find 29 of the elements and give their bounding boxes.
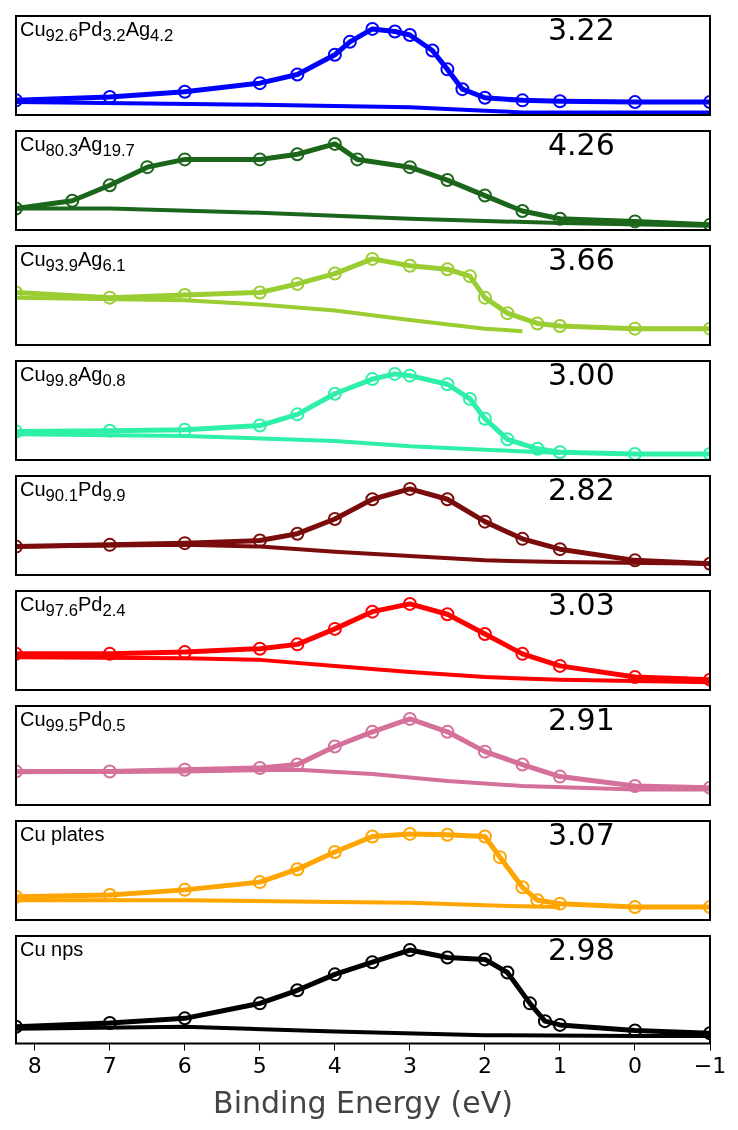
- annotation: Cu plates: [20, 823, 105, 846]
- annotation: 2.91: [548, 702, 615, 737]
- annotation: Cu$_{80.3}$Ag$_{19.7}$: [20, 133, 135, 161]
- x-tick-label: 7: [102, 1052, 117, 1078]
- annotation: Cu$_{92.6}$Pd$_{3.2}$Ag$_{4.2}$: [20, 18, 174, 46]
- annotation: 3.03: [548, 587, 615, 622]
- x-tick-label: 5: [252, 1052, 267, 1078]
- x-tick-label: 3: [402, 1052, 417, 1078]
- x-tick-label: 8: [27, 1052, 42, 1078]
- annotation: 2.82: [548, 472, 615, 507]
- annotation: Cu$_{99.5}$Pd$_{0.5}$: [20, 708, 126, 736]
- annotation: Cu$_{99.8}$Ag$_{0.8}$: [20, 363, 126, 391]
- x-tick-label: 6: [177, 1052, 192, 1078]
- x-tick-label: −1: [693, 1052, 727, 1078]
- x-tick-label: 4: [327, 1052, 342, 1078]
- x-tick-label: 2: [477, 1052, 492, 1078]
- annotation: Cu$_{93.9}$Ag$_{6.1}$: [20, 248, 126, 276]
- annotation: Cu$_{97.6}$Pd$_{2.4}$: [20, 593, 126, 621]
- x-axis-title: Binding Energy (eV): [213, 1084, 513, 1120]
- annotation: Cu$_{90.1}$Pd$_{9.9}$: [20, 478, 126, 506]
- annotation: Cu nps: [20, 938, 84, 961]
- annotation: 4.26: [548, 127, 615, 162]
- annotation: 3.00: [548, 357, 615, 392]
- x-tick-label: 0: [627, 1052, 642, 1078]
- annotation: 3.22: [548, 12, 615, 47]
- annotation: 3.07: [548, 817, 615, 852]
- annotation: 2.98: [548, 932, 615, 967]
- annotation: 3.66: [548, 242, 615, 277]
- x-tick-label: 1: [552, 1052, 567, 1078]
